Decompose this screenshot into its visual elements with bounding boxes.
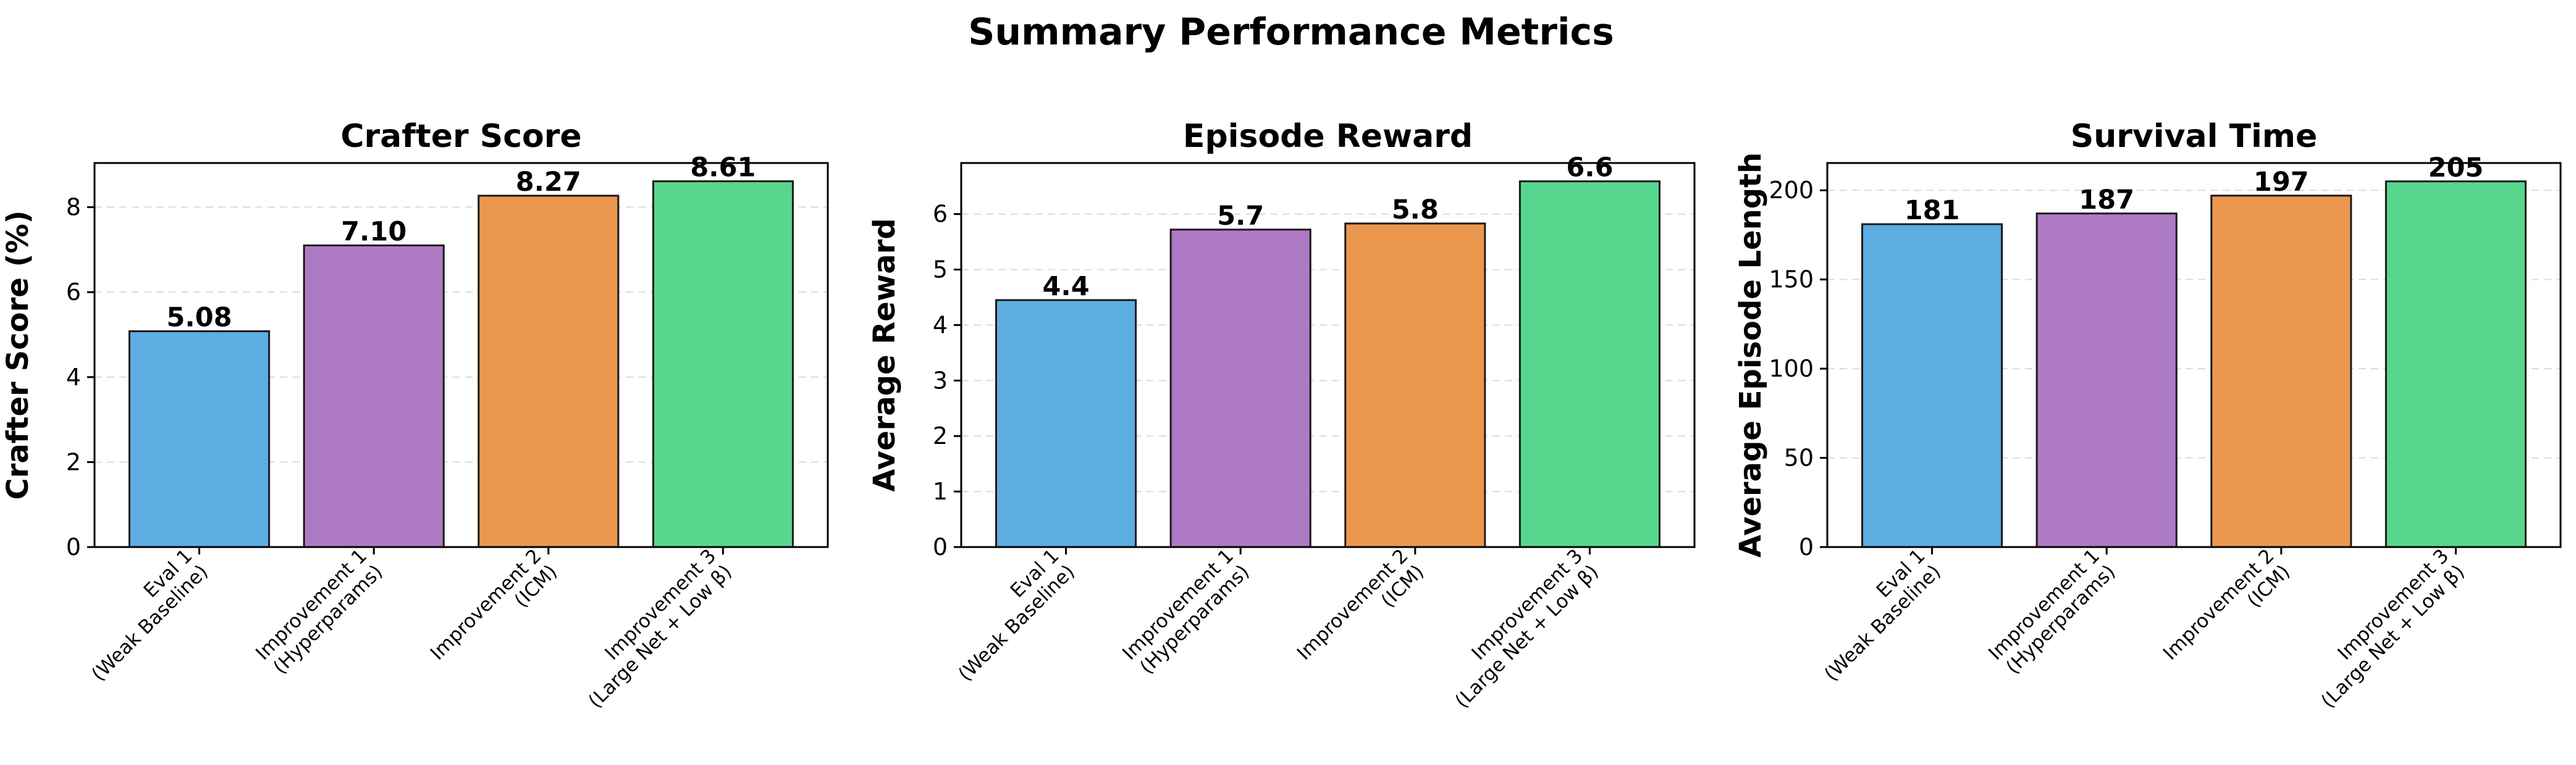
y-tick-label: 1	[933, 478, 948, 505]
plot-frame	[93, 162, 829, 548]
bar	[1344, 222, 1486, 548]
bar	[1861, 223, 2003, 548]
bar	[2210, 194, 2352, 548]
bar	[652, 180, 794, 548]
chart-title: Episode Reward	[1183, 118, 1473, 155]
bar-value-label: 205	[2428, 153, 2484, 183]
bar-value-label: 8.61	[690, 153, 756, 183]
x-tick-label: Improvement 1(Hyperparams)	[1118, 545, 1253, 678]
bar	[303, 244, 445, 548]
y-axis-label: Average Episode Length	[1733, 153, 1768, 558]
bar	[2035, 212, 2178, 548]
bar-value-label: 7.10	[341, 216, 406, 247]
x-tick-label: Improvement 2(ICM)	[2159, 545, 2294, 664]
chart-title: Survival Time	[2071, 118, 2318, 155]
x-tick-label-line: (Large Net + Low β)	[1451, 561, 1603, 713]
chart-panel-1: 5.08 7.10 8.27 8.61 0 2 4 6 8 Eval 1(Weak Baselin…	[1, 118, 829, 713]
y-tick-label: 0	[66, 533, 81, 561]
x-tick-label: Eval 1(Weak Baseline)	[87, 545, 212, 685]
y-tick-label: 200	[1769, 177, 1814, 204]
x-tick-label: Eval 1(Weak Baseline)	[1820, 545, 1945, 685]
y-tick-label: 3	[933, 367, 948, 394]
bar	[128, 330, 271, 548]
bar	[478, 194, 620, 548]
bar	[1518, 180, 1661, 548]
x-tick-label: Improvement 2(ICM)	[1293, 545, 1428, 664]
bar-value-label: 5.7	[1217, 201, 1264, 232]
x-tick-label-line: (Large Net + Low β)	[584, 561, 736, 713]
bar-value-label: 6.6	[1566, 153, 1613, 183]
y-tick-label: 150	[1769, 266, 1814, 293]
y-axis-label: Crafter Score (%)	[1, 211, 35, 500]
chart-title: Crafter Score	[340, 118, 581, 155]
bar	[2384, 180, 2527, 548]
x-tick-label: Improvement 3(Large Net + Low β)	[1451, 545, 1603, 713]
bar-value-label: 197	[2254, 167, 2309, 198]
bar	[1169, 228, 1311, 548]
bar-value-label: 5.08	[167, 302, 232, 333]
y-tick-label: 2	[933, 422, 948, 449]
y-tick-label: 2	[66, 448, 81, 475]
y-tick-label: 6	[933, 201, 948, 228]
x-tick-label: Improvement 2(ICM)	[426, 545, 562, 664]
x-tick-label: Eval 1(Weak Baseline)	[954, 545, 1079, 685]
x-tick-label-line: (Large Net + Low β)	[2317, 561, 2469, 713]
x-tick-label: Improvement 1(Hyperparams)	[251, 545, 387, 678]
x-tick-label: Improvement 3(Large Net + Low β)	[2317, 545, 2469, 713]
y-axis-label: Average Reward	[867, 218, 902, 491]
plot-frame	[960, 162, 1696, 548]
bar-value-label: 187	[2079, 185, 2134, 215]
bar-value-label: 8.27	[516, 167, 581, 198]
y-tick-label: 6	[66, 278, 81, 306]
y-tick-label: 4	[66, 364, 81, 391]
bar	[995, 299, 1137, 548]
x-tick-label: Improvement 1(Hyperparams)	[1984, 545, 2119, 678]
y-tick-label: 50	[1784, 445, 1814, 472]
chart-panel-3: 181 187 197 205 0 50 100 150 200 Eval 1(Weak Base…	[1733, 118, 2562, 713]
y-tick-label: 0	[1799, 533, 1814, 561]
bar-value-label: 5.8	[1392, 194, 1439, 225]
y-tick-label: 5	[933, 256, 948, 283]
bar-value-label: 181	[1905, 195, 1960, 226]
chart-panel-2: 4.4 5.7 5.8 6.6 0 1 2 3 4 5 6 Eval 1(Weak Baseline)…	[867, 118, 1696, 713]
y-tick-label: 100	[1769, 355, 1814, 382]
y-tick-label: 0	[933, 533, 948, 561]
x-tick-label: Improvement 3(Large Net + Low β)	[584, 545, 736, 713]
figure-title: Summary Performance Metrics	[968, 10, 1614, 54]
y-tick-label: 8	[66, 194, 81, 221]
plot-frame	[1826, 162, 2562, 548]
bar-value-label: 4.4	[1042, 271, 1089, 302]
y-tick-label: 4	[933, 311, 948, 338]
